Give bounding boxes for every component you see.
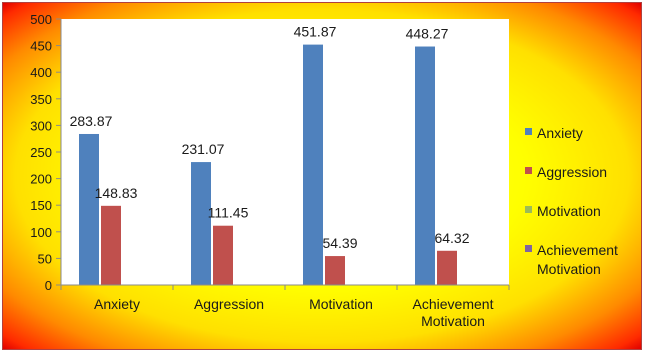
bar-anxiety-motivation: [303, 44, 323, 285]
data-label-anxiety-anxiety: 283.87: [70, 113, 113, 129]
y-tick-label: 500: [30, 12, 52, 27]
y-tick-label: 50: [38, 251, 52, 266]
legend-label: Aggression: [537, 164, 607, 180]
legend-label: Anxiety: [537, 125, 583, 141]
y-tick-label: 0: [45, 278, 52, 293]
y-tick-label: 250: [30, 145, 52, 160]
data-label-anxiety-achievement-motivation: 448.27: [406, 26, 449, 42]
chart-frame: 0 50 100 150 200 250 300 350 400 450 500 283.87 148…: [2, 2, 642, 350]
legend-item-aggression: Aggression: [525, 164, 607, 180]
y-tick-label: 200: [30, 172, 52, 187]
y-tick-label: 150: [30, 198, 52, 213]
x-category-label: Motivation: [309, 296, 373, 312]
legend-label: Achievement Motivation: [537, 242, 618, 277]
data-label-aggression-achievement-motivation: 64.32: [434, 230, 469, 246]
bar-aggression-anxiety: [101, 205, 121, 285]
bar-anxiety-aggression: [191, 162, 211, 285]
data-label-aggression-anxiety: 148.83: [95, 185, 138, 201]
data-label-anxiety-aggression: 231.07: [182, 141, 225, 157]
bar-aggression-achievement-motivation: [437, 250, 457, 285]
bar-anxiety-anxiety: [79, 133, 99, 285]
data-label-aggression-aggression: 111.45: [208, 205, 249, 221]
data-label-anxiety-motivation: 451.87: [294, 24, 337, 40]
bar-aggression-motivation: [325, 256, 345, 285]
legend-swatch: [525, 167, 532, 174]
legend-swatch: [525, 206, 532, 213]
data-label-aggression-motivation: 54.39: [322, 235, 357, 251]
legend-swatch: [525, 245, 532, 252]
legend-swatch: [525, 128, 532, 135]
x-category-label: Achievement Motivation: [413, 296, 494, 329]
bar-chart: 0 50 100 150 200 250 300 350 400 450 500 283.87 148…: [30, 12, 618, 329]
bar-anxiety-achievement-motivation: [415, 46, 435, 286]
x-category-label: Anxiety: [94, 296, 140, 312]
y-tick-label: 450: [30, 39, 52, 54]
y-tick-label: 300: [30, 118, 52, 133]
y-tick-label: 350: [30, 92, 52, 107]
legend-item-anxiety: Anxiety: [525, 125, 583, 141]
legend-item-motivation: Motivation: [525, 203, 601, 219]
legend-item-achievement-motivation: Achievement Motivation: [525, 242, 618, 277]
y-tick-label: 100: [30, 225, 52, 240]
x-category-label: Aggression: [194, 296, 264, 312]
y-tick-label: 400: [30, 65, 52, 80]
bar-aggression-aggression: [213, 225, 233, 285]
legend-label: Motivation: [537, 203, 601, 219]
